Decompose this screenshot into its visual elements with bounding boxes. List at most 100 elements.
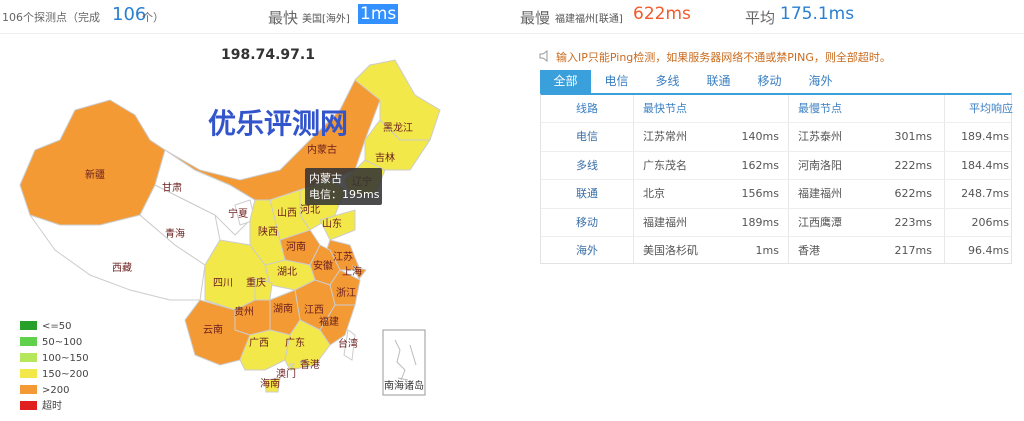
province [343, 329, 356, 361]
province-label: 山东 [322, 217, 342, 230]
column-header: 最慢节点 [798, 102, 842, 115]
province-label: 青海 [165, 227, 185, 240]
province [352, 265, 367, 280]
province [354, 59, 441, 141]
row-divider [541, 236, 1011, 237]
cell: 福建福州 [643, 215, 687, 229]
cell: 162ms [741, 158, 779, 172]
province-label: 海南 [260, 377, 280, 390]
fastest-node: 美国[海外] [302, 14, 350, 25]
cell: 福建福州 [798, 187, 842, 200]
province-label: 浙江 [336, 287, 356, 299]
province [364, 119, 431, 171]
tab[interactable]: 全部 [540, 70, 591, 93]
cell: 江苏常州 [643, 130, 687, 143]
province-label: 福建 [319, 315, 339, 328]
cell: 香港 [798, 244, 820, 257]
cell: 140ms [741, 130, 779, 143]
province-label: 甘肃 [162, 181, 182, 194]
legend-swatch [20, 337, 37, 346]
row-divider [541, 122, 1011, 123]
probe-count: 106 [112, 4, 147, 25]
province-label: 四川 [213, 278, 233, 289]
province-label: 湖南 [273, 302, 293, 315]
inset-label: 南海诸岛 [384, 379, 424, 392]
table: 线路 最快节点 最慢节点 平均响应电信 江苏常州 140ms 江苏泰州 301ms 189.4m… [540, 93, 1013, 264]
tab[interactable]: 移动 [757, 74, 782, 88]
cell: 622ms [894, 187, 932, 200]
speaker-icon [539, 50, 548, 62]
province-label: 新疆 [85, 168, 105, 181]
row-divider [541, 207, 1011, 209]
province-label: 江西 [304, 304, 324, 316]
province [289, 363, 295, 370]
cell: 189ms [741, 215, 779, 229]
cell: 222ms [894, 158, 932, 172]
tooltip-text: 电信：195ms [309, 188, 380, 201]
province-label: 香港 [300, 359, 320, 371]
province-label: 澳门 [276, 367, 296, 380]
province-label: 河南 [286, 240, 306, 253]
tab[interactable]: 多线 [655, 74, 680, 88]
probe-suffix: 个） [142, 11, 164, 24]
province-label: 黑龙江 [383, 121, 413, 134]
legend-swatch [20, 401, 37, 410]
province-label: 贵州 [234, 305, 254, 318]
notice: 输入IP只能Ping检测，如果服务器网络不通或禁PING，则全部超时。 [556, 51, 891, 64]
cell: 广东茂名 [643, 158, 687, 172]
province-label: 西藏 [112, 262, 132, 274]
cell: 184.4ms [961, 158, 1009, 172]
province [164, 64, 381, 201]
slowest-label: 最慢 [520, 9, 551, 27]
row-divider [541, 150, 1011, 152]
cell: 北京 [643, 187, 665, 200]
header: 106个探测点（完成 106 个） 最快 美国[海外] 1ms 最慢 福建福州[… [0, 0, 1024, 34]
province-label: 吉林 [375, 151, 395, 164]
province [19, 99, 166, 226]
province-label: 陕西 [258, 225, 278, 238]
cell: 江苏泰州 [798, 130, 842, 143]
slowest-node: 福建福州[联通] [555, 14, 623, 25]
cell: 河南洛阳 [798, 158, 842, 172]
tooltip-title: 内蒙古 [309, 171, 342, 185]
legend-swatch [20, 353, 37, 362]
province [284, 319, 331, 371]
watermark: 优乐评测网 [208, 107, 348, 140]
column-header: 线路 [576, 102, 598, 115]
cell: 206ms [971, 215, 1009, 229]
province-label: 台湾 [338, 337, 358, 350]
tooltip-box [305, 168, 382, 205]
province-label: 重庆 [246, 276, 266, 289]
cell: 248.7ms [961, 187, 1009, 200]
avg-label: 平均 [745, 9, 776, 27]
province [264, 377, 281, 393]
tab[interactable]: 电信 [604, 74, 629, 88]
legend-label: >200 [42, 385, 69, 396]
line-name: 联通 [576, 187, 598, 200]
province-label: 河北 [300, 204, 320, 216]
fastest-value: 1ms [358, 4, 399, 24]
panel: 输入IP只能Ping检测，如果服务器网络不通或禁PING，则全部超时。 [539, 44, 1012, 269]
cell: 156ms [741, 187, 779, 200]
line-name: 海外 [576, 244, 598, 257]
cell: 189.4ms [961, 130, 1009, 143]
cell: 301ms [894, 130, 932, 143]
row-divider [541, 179, 1011, 180]
province-label: 江苏 [333, 250, 353, 263]
cell: 江西鹰潭 [798, 215, 842, 229]
cell: 223ms [894, 215, 932, 229]
legend-swatch [20, 369, 37, 378]
inset-box [382, 329, 426, 396]
province-label: 上海 [342, 265, 362, 278]
column-header: 平均响应 [969, 102, 1013, 115]
province-label: 湖北 [277, 266, 297, 278]
line-name: 移动 [576, 215, 598, 229]
column-header: 最快节点 [643, 102, 687, 115]
legend-label: 超时 [42, 399, 62, 412]
probe-text: 106个探测点（完成 [2, 11, 100, 24]
province [28, 214, 206, 301]
tab[interactable]: 海外 [808, 74, 833, 88]
tab[interactable]: 联通 [706, 74, 731, 88]
line-name: 电信 [576, 130, 598, 143]
